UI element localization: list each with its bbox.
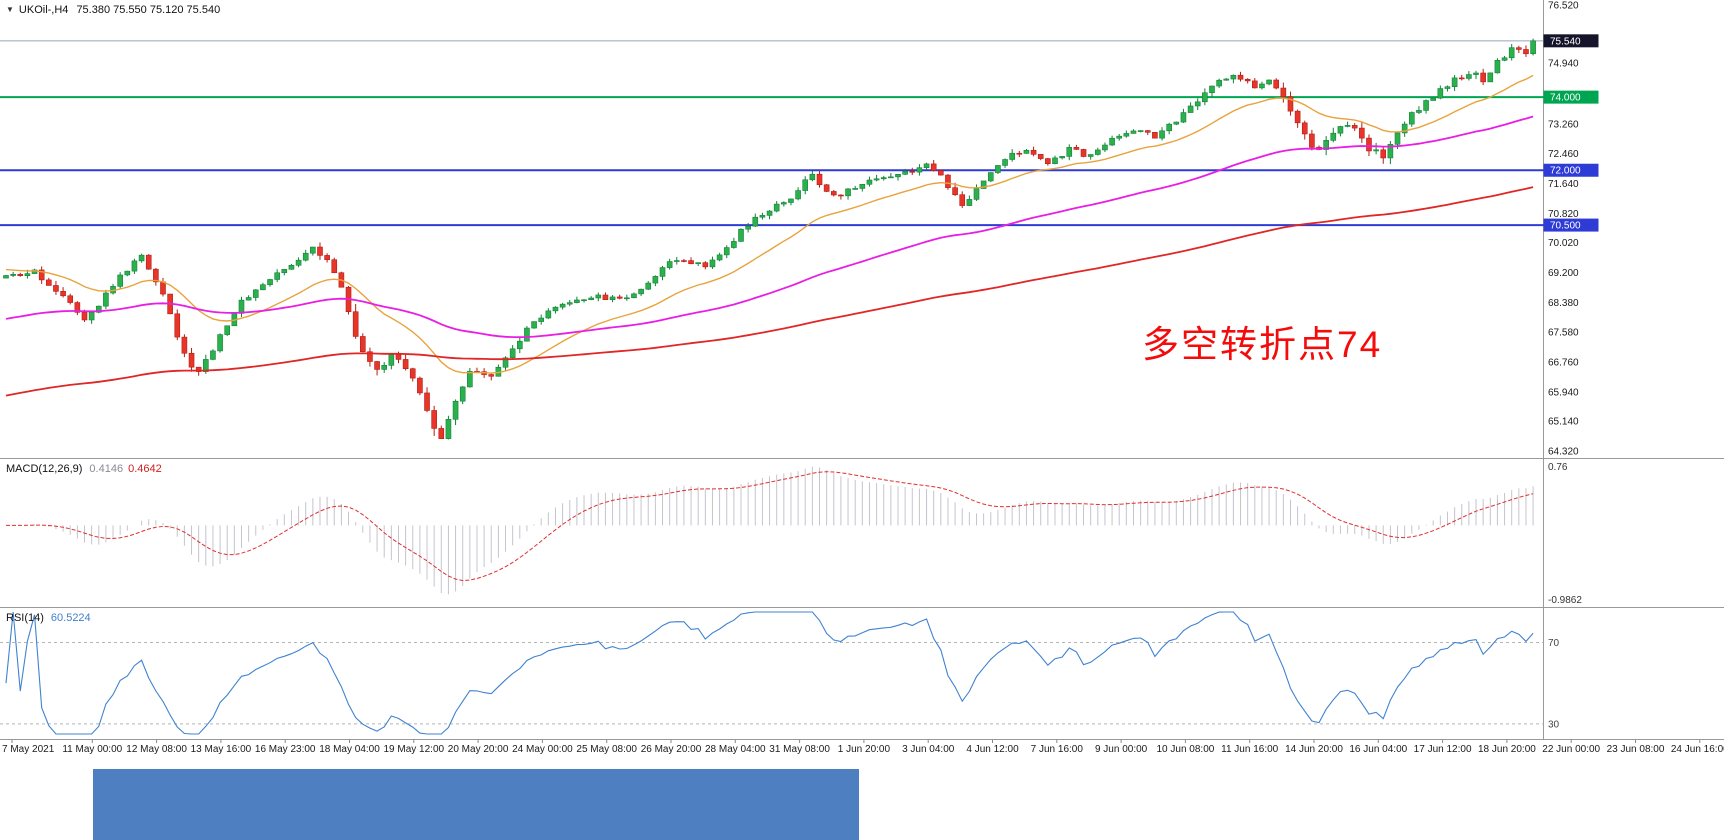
svg-text:30: 30 (1548, 719, 1560, 730)
svg-text:69.200: 69.200 (1548, 268, 1579, 279)
svg-text:70.020: 70.020 (1548, 238, 1579, 249)
level-lines (0, 40, 1544, 227)
rsi-line (5, 611, 1534, 735)
svg-text:17 Jun 12:00: 17 Jun 12:00 (1414, 744, 1472, 755)
candles-group (3, 38, 1536, 440)
svg-text:72.460: 72.460 (1548, 149, 1579, 160)
ohlc-values: 75.380 75.550 75.120 75.540 (76, 4, 221, 16)
svg-text:64.320: 64.320 (1548, 447, 1579, 458)
svg-text:11 Jun 16:00: 11 Jun 16:00 (1221, 744, 1279, 755)
macd-signal-line (6, 471, 1534, 582)
svg-text:16 May 23:00: 16 May 23:00 (255, 744, 316, 755)
svg-text:65.140: 65.140 (1548, 417, 1579, 428)
svg-text:70.500: 70.500 (1550, 221, 1581, 232)
rsi-name: RSI(14) (6, 612, 44, 624)
svg-text:28 May 04:00: 28 May 04:00 (705, 744, 766, 755)
chart-text-annotation: 多空转折点74 (1142, 324, 1383, 365)
svg-text:1 Jun 20:00: 1 Jun 20:00 (838, 744, 891, 755)
svg-text:31 May 08:00: 31 May 08:00 (769, 744, 830, 755)
svg-text:24 Jun 16:00: 24 Jun 16:00 (1671, 744, 1724, 755)
svg-text:25 May 08:00: 25 May 08:00 (576, 744, 637, 755)
svg-text:4 Jun 12:00: 4 Jun 12:00 (966, 744, 1019, 755)
svg-text:74.940: 74.940 (1548, 58, 1579, 69)
price-axis[interactable]: 76.520 74.940 73.260 72.460 71.640 70.820 70.0… (1543, 1, 1599, 458)
pane-separators (0, 0, 1724, 740)
macd-histogram (12, 466, 1534, 595)
svg-text:3 Jun 04:00: 3 Jun 04:00 (902, 744, 955, 755)
svg-text:19 May 12:00: 19 May 12:00 (383, 744, 444, 755)
svg-text:0.76: 0.76 (1548, 462, 1568, 473)
macd-axis[interactable]: 0.76 -0.9862 (1548, 462, 1582, 606)
svg-text:7 May 2021: 7 May 2021 (2, 744, 55, 755)
svg-text:9 Jun 00:00: 9 Jun 00:00 (1095, 744, 1148, 755)
svg-text:65.940: 65.940 (1548, 387, 1579, 398)
svg-text:11 May 00:00: 11 May 00:00 (62, 744, 122, 755)
svg-text:16 Jun 04:00: 16 Jun 04:00 (1349, 744, 1407, 755)
svg-text:67.580: 67.580 (1548, 327, 1579, 338)
svg-text:70.820: 70.820 (1548, 209, 1579, 220)
rsi-levels: 70 30 (0, 638, 1560, 730)
svg-text:71.640: 71.640 (1548, 179, 1579, 190)
symbol-period-label: UKOil-,H4 (18, 4, 69, 16)
svg-text:23 Jun 08:00: 23 Jun 08:00 (1607, 744, 1665, 755)
svg-text:73.260: 73.260 (1548, 120, 1579, 131)
svg-text:74.000: 74.000 (1550, 93, 1581, 104)
svg-text:22 Jun 00:00: 22 Jun 00:00 (1542, 744, 1600, 755)
svg-text:18 May 04:00: 18 May 04:00 (319, 744, 380, 755)
svg-text:18 Jun 20:00: 18 Jun 20:00 (1478, 744, 1536, 755)
one-click-trading-arrow-icon[interactable]: ▼ (6, 5, 14, 14)
svg-text:13 May 16:00: 13 May 16:00 (191, 744, 252, 755)
ma-slow-line (5, 186, 1534, 397)
svg-text:14 Jun 20:00: 14 Jun 20:00 (1285, 744, 1343, 755)
svg-text:70: 70 (1548, 638, 1560, 649)
rsi-value: 60.5224 (50, 612, 91, 624)
svg-text:76.520: 76.520 (1548, 1, 1579, 12)
ma-mid-line (5, 115, 1534, 339)
svg-text:-0.9862: -0.9862 (1548, 595, 1582, 606)
macd-indicator-label: MACD(12,26,9) 0.4146 0.4642 (6, 463, 162, 475)
svg-text:10 Jun 08:00: 10 Jun 08:00 (1156, 744, 1214, 755)
svg-text:66.760: 66.760 (1548, 357, 1579, 368)
background-window-strip (93, 769, 859, 840)
svg-text:75.540: 75.540 (1550, 36, 1581, 47)
svg-text:26 May 20:00: 26 May 20:00 (641, 744, 702, 755)
macd-name: MACD(12,26,9) (6, 463, 83, 475)
svg-text:20 May 20:00: 20 May 20:00 (448, 744, 509, 755)
chart-title: ▼ UKOil-,H4 75.380 75.550 75.120 75.540 (6, 4, 220, 16)
svg-text:7 Jun 16:00: 7 Jun 16:00 (1031, 744, 1084, 755)
svg-text:72.000: 72.000 (1550, 166, 1581, 177)
macd-main-value: 0.4146 (89, 463, 124, 475)
time-axis[interactable]: 7 May 2021 11 May 00:00 12 May 08:00 13 May… (2, 739, 1724, 756)
svg-text:24 May 00:00: 24 May 00:00 (512, 744, 573, 755)
svg-text:68.380: 68.380 (1548, 298, 1579, 309)
rsi-indicator-label: RSI(14) 60.5224 (6, 612, 91, 624)
macd-signal-value: 0.4642 (128, 463, 162, 475)
svg-text:12 May 08:00: 12 May 08:00 (126, 744, 187, 755)
